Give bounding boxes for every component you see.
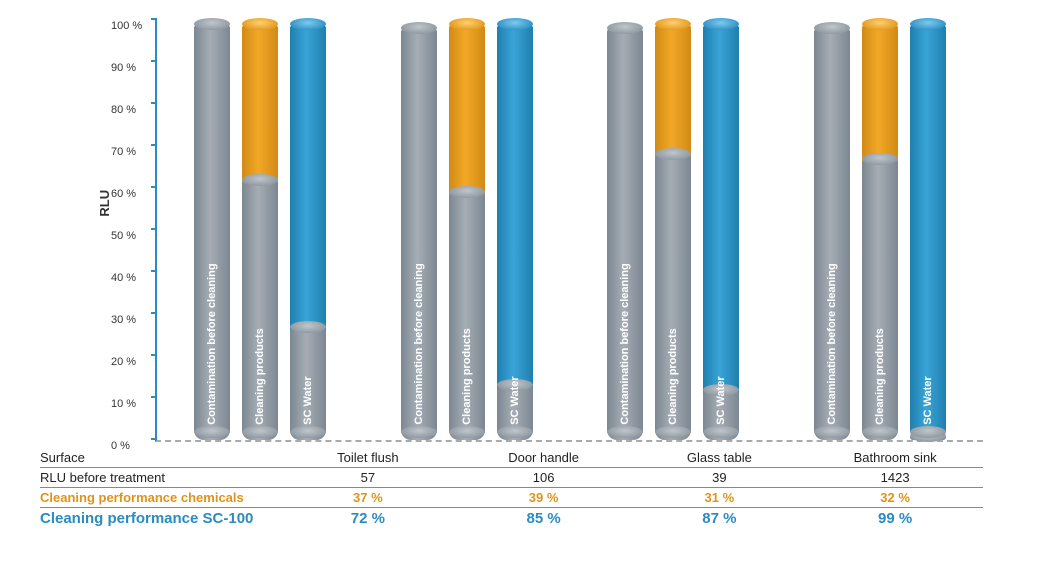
y-tick: 80 % [111, 104, 136, 116]
bar-label: SC Water [703, 39, 739, 425]
figure: RLU 0 % 10 % 20 % 30 % 40 % 50 % 60 % 70 % 80 % 9… [0, 0, 1043, 564]
table-row: Cleaning performance chemicals37 %39 %31… [40, 488, 983, 508]
row-label: Cleaning performance chemicals [40, 490, 280, 505]
bar: SC Water [703, 24, 739, 440]
table-cell: 85 % [456, 510, 632, 527]
bar-label: Contamination before cleaning [194, 39, 230, 425]
y-tick: 40 % [111, 272, 136, 284]
row-label: Surface [40, 450, 280, 465]
table-row: SurfaceToilet flushDoor handleGlass tabl… [40, 448, 983, 468]
bar-label: Cleaning products [242, 39, 278, 425]
table-cell: 39 % [456, 490, 632, 505]
table-cell: 57 [280, 470, 456, 485]
bar: Contamination before cleaning [607, 28, 643, 440]
table-cell: 32 % [807, 490, 983, 505]
y-tick: 30 % [111, 314, 136, 326]
bar: Cleaning products [449, 24, 485, 440]
y-tick: 70 % [111, 146, 136, 158]
table-cell: 1423 [807, 470, 983, 485]
bar: SC Water [290, 24, 326, 440]
y-axis-label: RLU [97, 190, 112, 217]
table-cell: 39 [632, 470, 808, 485]
bar-label: SC Water [910, 39, 946, 425]
y-tick: 100 % [111, 20, 142, 32]
table-cell: Bathroom sink [807, 450, 983, 465]
table-cell: 87 % [632, 510, 808, 527]
bar-label: Cleaning products [862, 39, 898, 425]
bar-label: Contamination before cleaning [607, 43, 643, 425]
table-cell: 72 % [280, 510, 456, 527]
table-cell: Toilet flush [280, 450, 456, 465]
chart-plot-area: RLU 0 %10 %20 %30 %40 %50 %60 %70 %80 %9… [155, 20, 983, 442]
bar: SC Water [910, 24, 946, 440]
bar-label: Cleaning products [449, 39, 485, 425]
row-label: RLU before treatment [40, 470, 280, 485]
data-table: SurfaceToilet flushDoor handleGlass tabl… [40, 448, 983, 529]
table-cell: 31 % [632, 490, 808, 505]
table-row: RLU before treatment57106391423 [40, 468, 983, 488]
bar: Contamination before cleaning [401, 28, 437, 440]
bar: SC Water [497, 24, 533, 440]
bar-groups: Contamination before cleaning Cleaning pr… [157, 20, 983, 440]
bar: Cleaning products [655, 24, 691, 440]
table-row: Cleaning performance SC-10072 %85 %87 %9… [40, 508, 983, 529]
bar: Contamination before cleaning [194, 24, 230, 440]
table-cell: 106 [456, 470, 632, 485]
table-cell: Glass table [632, 450, 808, 465]
table-cell: 37 % [280, 490, 456, 505]
bar-label: Contamination before cleaning [401, 43, 437, 425]
bar-label: SC Water [290, 39, 326, 425]
y-tick: 90 % [111, 62, 136, 74]
bar: Cleaning products [862, 24, 898, 440]
table-cell: Door handle [456, 450, 632, 465]
y-tick: 20 % [111, 356, 136, 368]
row-label: Cleaning performance SC-100 [40, 510, 280, 527]
y-tick: 50 % [111, 230, 136, 242]
bar-group: Contamination before cleaning Cleaning pr… [570, 20, 777, 440]
table-cell: 99 % [807, 510, 983, 527]
bar-label: SC Water [497, 39, 533, 425]
y-tick: 0 % [111, 440, 130, 452]
y-tick: 10 % [111, 398, 136, 410]
bar-group: Contamination before cleaning Cleaning pr… [364, 20, 571, 440]
bar-label: Contamination before cleaning [814, 43, 850, 425]
bar-group: Contamination before cleaning Cleaning pr… [777, 20, 984, 440]
bar: Cleaning products [242, 24, 278, 440]
y-tick: 60 % [111, 188, 136, 200]
bar: Contamination before cleaning [814, 28, 850, 440]
bar-group: Contamination before cleaning Cleaning pr… [157, 20, 364, 440]
bar-label: Cleaning products [655, 39, 691, 425]
